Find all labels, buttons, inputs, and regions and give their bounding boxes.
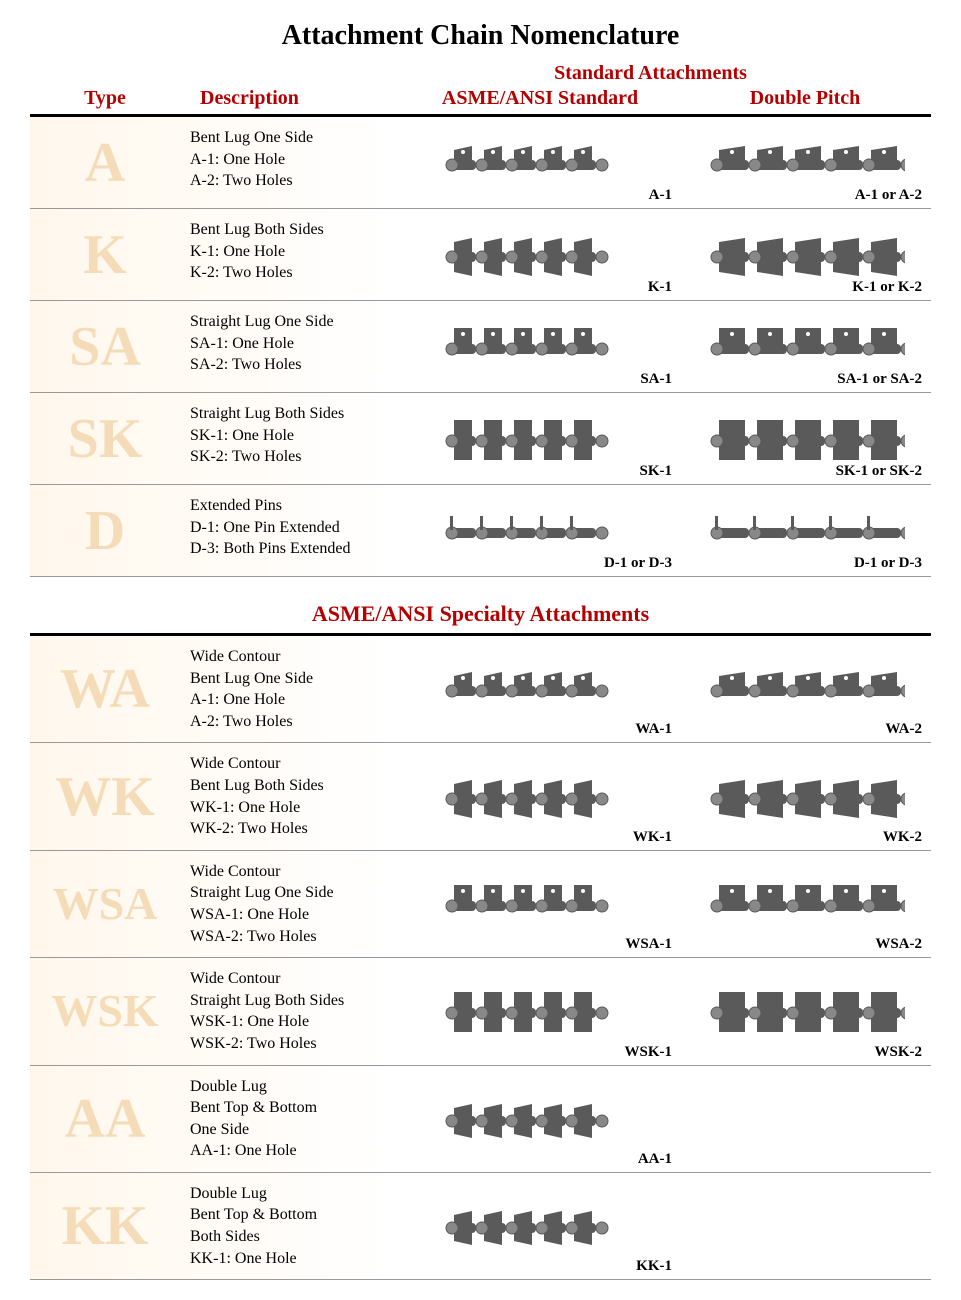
header-description: Description xyxy=(180,87,400,110)
header-standard: ASME/ANSI Standard xyxy=(400,87,680,110)
double-pitch-image-cell: WA-2 xyxy=(680,636,930,742)
specialty-attachments-table: WA Wide ContourBent Lug One SideA-1: One … xyxy=(30,636,931,1280)
type-cell: WSA xyxy=(30,851,180,957)
table-row: K Bent Lug Both SidesK-1: One HoleK-2: Tw… xyxy=(30,209,931,301)
section2-title: ASME/ANSI Specialty Attachments xyxy=(30,601,931,627)
standard-label: K-1 xyxy=(648,279,672,296)
double-pitch-image-cell xyxy=(680,1173,930,1279)
table-row: SA Straight Lug One SideSA-1: One HoleSA-… xyxy=(30,301,931,393)
type-cell: A xyxy=(30,117,180,208)
page-title: Attachment Chain Nomenclature xyxy=(30,20,931,52)
standard-label: SK-1 xyxy=(639,463,672,480)
type-letter: AA xyxy=(65,1091,146,1147)
description-cell: Double LugBent Top & BottomBoth SidesKK-… xyxy=(180,1173,400,1279)
table-row: WSA Wide ContourStraight Lug One SideWSA-… xyxy=(30,851,931,958)
double-pitch-image-cell: WSA-2 xyxy=(680,851,930,957)
standard-image-cell: A-1 xyxy=(400,117,680,208)
double-pitch-image-cell: SK-1 or SK-2 xyxy=(680,393,930,484)
double-pitch-label: SA-1 or SA-2 xyxy=(837,371,922,388)
standard-image-cell: D-1 or D-3 xyxy=(400,485,680,576)
type-letter: WA xyxy=(60,661,150,717)
standard-image-cell: AA-1 xyxy=(400,1066,680,1172)
standard-label: WSK-1 xyxy=(624,1044,672,1061)
standard-image-cell: WA-1 xyxy=(400,636,680,742)
double-pitch-label: WSA-2 xyxy=(875,936,922,953)
type-letter: WSA xyxy=(53,881,158,927)
standard-label: WSA-1 xyxy=(625,936,672,953)
table-row: KK Double LugBent Top & BottomBoth SidesK… xyxy=(30,1173,931,1280)
type-letter: D xyxy=(85,503,125,559)
type-cell: KK xyxy=(30,1173,180,1279)
double-pitch-image-cell: D-1 or D-3 xyxy=(680,485,930,576)
type-cell: D xyxy=(30,485,180,576)
description-cell: Bent Lug One SideA-1: One HoleA-2: Two H… xyxy=(180,117,400,208)
double-pitch-label: K-1 or K-2 xyxy=(852,279,922,296)
type-letter: A xyxy=(85,135,125,191)
standard-image-cell: KK-1 xyxy=(400,1173,680,1279)
type-cell: SA xyxy=(30,301,180,392)
type-letter: WSK xyxy=(51,988,158,1034)
double-pitch-image-cell: A-1 or A-2 xyxy=(680,117,930,208)
double-pitch-label: A-1 or A-2 xyxy=(855,187,922,204)
header-double-pitch: Double Pitch xyxy=(680,87,930,110)
description-cell: Wide ContourBent Lug Both SidesWK-1: One… xyxy=(180,743,400,849)
double-pitch-image-cell xyxy=(680,1066,930,1172)
type-cell: SK xyxy=(30,393,180,484)
table-row: SK Straight Lug Both SidesSK-1: One HoleS… xyxy=(30,393,931,485)
double-pitch-label: WK-2 xyxy=(883,829,922,846)
type-cell: AA xyxy=(30,1066,180,1172)
double-pitch-label: WA-2 xyxy=(885,721,922,738)
standard-label: WK-1 xyxy=(633,829,672,846)
standard-attachments-table: A Bent Lug One SideA-1: One HoleA-2: Two … xyxy=(30,117,931,577)
type-cell: WSK xyxy=(30,958,180,1064)
type-letter: KK xyxy=(61,1198,148,1254)
double-pitch-image-cell: WSK-2 xyxy=(680,958,930,1064)
description-cell: Double LugBent Top & BottomOne SideAA-1:… xyxy=(180,1066,400,1172)
type-cell: WA xyxy=(30,636,180,742)
standard-image-cell: WK-1 xyxy=(400,743,680,849)
type-letter: SK xyxy=(68,411,143,467)
type-letter: WK xyxy=(55,769,155,825)
type-letter: K xyxy=(83,227,127,283)
table-row: A Bent Lug One SideA-1: One HoleA-2: Two … xyxy=(30,117,931,209)
column-headers: Type Description ASME/ANSI Standard Doub… xyxy=(30,87,931,117)
description-cell: Bent Lug Both SidesK-1: One HoleK-2: Two… xyxy=(180,209,400,300)
standard-label: SA-1 xyxy=(640,371,672,388)
standard-image-cell: SA-1 xyxy=(400,301,680,392)
table-row: WK Wide ContourBent Lug Both SidesWK-1: O… xyxy=(30,743,931,850)
standard-image-cell: K-1 xyxy=(400,209,680,300)
standard-label: AA-1 xyxy=(638,1151,672,1168)
double-pitch-image-cell: SA-1 or SA-2 xyxy=(680,301,930,392)
double-pitch-label: SK-1 or SK-2 xyxy=(836,463,922,480)
standard-image-cell: WSK-1 xyxy=(400,958,680,1064)
standard-label: D-1 or D-3 xyxy=(604,555,672,572)
double-pitch-label: WSK-2 xyxy=(874,1044,922,1061)
standard-label: KK-1 xyxy=(636,1258,672,1275)
description-cell: Straight Lug Both SidesSK-1: One HoleSK-… xyxy=(180,393,400,484)
table-row: WSK Wide ContourStraight Lug Both SidesWS… xyxy=(30,958,931,1065)
header-type: Type xyxy=(30,87,180,110)
description-cell: Wide ContourBent Lug One SideA-1: One Ho… xyxy=(180,636,400,742)
table-row: D Extended PinsD-1: One Pin ExtendedD-3: … xyxy=(30,485,931,577)
standard-label: WA-1 xyxy=(635,721,672,738)
description-cell: Wide ContourStraight Lug Both SidesWSK-1… xyxy=(180,958,400,1064)
type-letter: SA xyxy=(69,319,141,375)
standard-label: A-1 xyxy=(649,187,672,204)
standard-image-cell: WSA-1 xyxy=(400,851,680,957)
description-cell: Straight Lug One SideSA-1: One HoleSA-2:… xyxy=(180,301,400,392)
type-cell: K xyxy=(30,209,180,300)
double-pitch-image-cell: WK-2 xyxy=(680,743,930,849)
table-row: AA Double LugBent Top & BottomOne SideAA-… xyxy=(30,1066,931,1173)
double-pitch-label: D-1 or D-3 xyxy=(854,555,922,572)
type-cell: WK xyxy=(30,743,180,849)
standard-image-cell: SK-1 xyxy=(400,393,680,484)
table-row: WA Wide ContourBent Lug One SideA-1: One … xyxy=(30,636,931,743)
description-cell: Wide ContourStraight Lug One SideWSA-1: … xyxy=(180,851,400,957)
super-header: Standard Attachments xyxy=(370,62,931,85)
double-pitch-image-cell: K-1 or K-2 xyxy=(680,209,930,300)
description-cell: Extended PinsD-1: One Pin ExtendedD-3: B… xyxy=(180,485,400,576)
